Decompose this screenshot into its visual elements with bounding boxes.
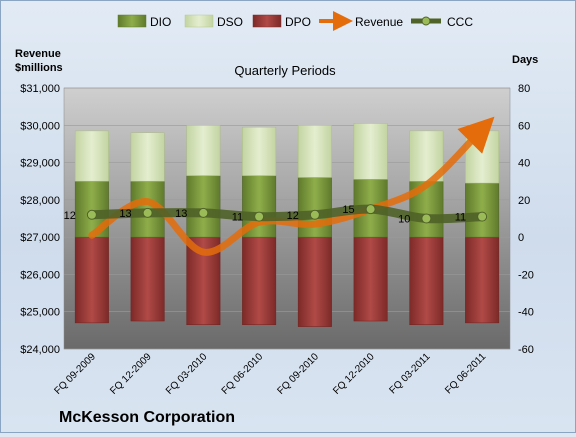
right-tick-label: 0 (518, 232, 524, 244)
category-label: FQ 12-2010 (331, 351, 377, 397)
bar-dpo (74, 236, 109, 324)
ccc-marker (477, 211, 488, 222)
bar-dio (297, 177, 332, 238)
ccc-marker (254, 211, 265, 222)
bar-dso (353, 123, 388, 180)
right-tick-label: 40 (518, 158, 530, 170)
ccc-marker (142, 207, 153, 218)
legend-marker-ccc (421, 16, 431, 26)
left-tick-label: $27,000 (20, 232, 60, 244)
left-tick-label: $25,000 (20, 307, 60, 319)
bar-dso (130, 132, 165, 182)
ccc-data-label: 13 (175, 208, 187, 220)
left-axis-title-line2: $millions (15, 62, 63, 74)
left-tick-label: $30,000 (20, 120, 60, 132)
category-labels: FQ 09-2009 FQ 12-2009 FQ 03-2010 FQ 06-2010… (52, 351, 488, 397)
ccc-data-label: 11 (455, 212, 466, 224)
ccc-data-label: 10 (398, 214, 410, 226)
ccc-data-label: 13 (119, 208, 131, 220)
bar-dpo (242, 236, 277, 326)
legend-label-ccc: CCC (447, 15, 473, 29)
left-axis-title-line1: Revenue (15, 48, 61, 60)
category-label: FQ 06-2011 (443, 351, 488, 396)
right-axis-title: Days (512, 54, 538, 66)
category-label: FQ 09-2010 (275, 351, 321, 397)
ccc-marker (421, 213, 432, 224)
bars (74, 123, 500, 327)
legend-swatch-dpo (252, 14, 282, 28)
revenue-line (88, 116, 495, 256)
legend-swatch-dio (117, 14, 147, 28)
category-label: FQ 09-2009 (52, 351, 98, 397)
company-name: McKesson Corporation (59, 409, 235, 426)
right-tick-label: -20 (518, 269, 534, 281)
bar-dpo (297, 236, 332, 327)
bar-dpo (465, 236, 500, 324)
bar-dio (186, 175, 221, 238)
left-axis-ticks: $24,000 $25,000 $26,000 $27,000 $28,000 $29,0… (20, 83, 60, 356)
ccc-data-label: 11 (232, 212, 243, 224)
left-tick-label: $31,000 (20, 83, 60, 95)
ccc-marker (309, 209, 320, 220)
ccc-marker (365, 204, 376, 215)
legend: DIO DSO DPO Revenue CCC (117, 11, 473, 31)
bar-dso (186, 125, 221, 176)
left-tick-label: $29,000 (20, 158, 60, 170)
right-axis-ticks: -60 -40 -20 0 20 40 60 80 (518, 83, 534, 356)
bar-dso (242, 126, 277, 176)
bar-dso (297, 125, 332, 178)
right-tick-label: 80 (518, 83, 530, 95)
legend-label-dio: DIO (150, 15, 171, 29)
bar-dso (74, 130, 109, 182)
legend-label-revenue: Revenue (355, 15, 403, 29)
legend-label-dpo: DPO (285, 15, 311, 29)
category-label: FQ 12-2009 (108, 351, 154, 397)
ccc-data-label: 12 (287, 210, 299, 222)
bar-dio (465, 182, 500, 238)
ccc-data-label: 12 (64, 210, 76, 222)
left-tick-label: $26,000 (20, 269, 60, 281)
right-tick-label: 60 (518, 120, 530, 132)
ccc-data-label: 15 (342, 204, 354, 216)
legend-label-dso: DSO (217, 15, 243, 29)
ccc-series: 12 13 13 11 12 15 10 11 (64, 204, 488, 226)
bar-dpo (353, 236, 388, 322)
category-label: FQ 03-2010 (164, 351, 210, 397)
revenue-series (88, 116, 495, 256)
bar-dpo (409, 236, 444, 326)
right-tick-label: 20 (518, 195, 530, 207)
ccc-marker (86, 209, 97, 220)
right-tick-label: -60 (518, 344, 534, 356)
category-label: FQ 06-2010 (220, 351, 266, 397)
legend-swatch-dso (184, 14, 214, 28)
left-tick-label: $24,000 (20, 344, 60, 356)
category-label: FQ 03-2011 (388, 351, 433, 396)
chart-title: Quarterly Periods (234, 63, 336, 78)
ccc-marker (198, 207, 209, 218)
left-tick-label: $28,000 (20, 195, 60, 207)
right-tick-label: -40 (518, 307, 534, 319)
bar-dpo (130, 236, 165, 322)
